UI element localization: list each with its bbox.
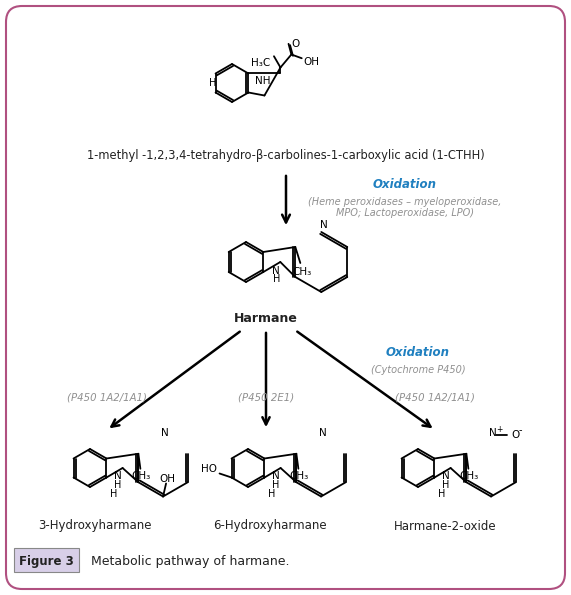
Text: N: N <box>272 471 279 481</box>
Text: H: H <box>209 79 216 89</box>
Text: N: N <box>161 427 169 437</box>
Text: Harmane: Harmane <box>234 312 298 324</box>
Text: Metabolic pathway of harmane.: Metabolic pathway of harmane. <box>83 555 289 568</box>
Text: OH: OH <box>304 57 320 67</box>
Text: N: N <box>319 427 327 437</box>
Text: O: O <box>511 430 519 440</box>
Text: H: H <box>442 480 449 490</box>
Text: Oxidation: Oxidation <box>386 346 450 359</box>
Text: +: + <box>496 425 502 434</box>
Text: (P450 1A2/1A1): (P450 1A2/1A1) <box>67 393 147 403</box>
Text: H: H <box>114 480 121 490</box>
Text: N: N <box>489 427 497 437</box>
Text: CH₃: CH₃ <box>293 267 312 277</box>
Text: 3-Hydroxyharmane: 3-Hydroxyharmane <box>38 519 152 533</box>
Text: H: H <box>272 274 280 284</box>
Text: -: - <box>518 425 521 436</box>
Text: (P450 2E1): (P450 2E1) <box>238 393 294 403</box>
FancyBboxPatch shape <box>14 548 79 572</box>
Text: H: H <box>438 489 445 499</box>
Text: 6-Hydroxyharmane: 6-Hydroxyharmane <box>213 519 327 533</box>
Text: H₃C: H₃C <box>251 58 270 68</box>
Text: (P450 1A2/1A1): (P450 1A2/1A1) <box>395 393 475 403</box>
Text: Figure 3: Figure 3 <box>19 555 74 568</box>
Text: N: N <box>442 471 449 481</box>
Text: OH: OH <box>159 474 175 484</box>
Text: (Heme peroxidases – myeloperoxidase,: (Heme peroxidases – myeloperoxidase, <box>308 197 502 207</box>
Text: H: H <box>268 489 275 499</box>
Text: H: H <box>110 489 117 499</box>
Text: N: N <box>320 220 328 230</box>
Text: (Cytochrome P450): (Cytochrome P450) <box>371 365 465 375</box>
FancyBboxPatch shape <box>6 6 565 589</box>
Text: CH₃: CH₃ <box>289 471 309 481</box>
Text: HO: HO <box>200 465 216 474</box>
Text: Oxidation: Oxidation <box>373 178 437 192</box>
Text: O: O <box>292 39 300 49</box>
Text: N: N <box>272 266 280 276</box>
Text: 1-methyl -1,2,3,4-tetrahydro-β-carbolines-1-carboxylic acid (1-CTHH): 1-methyl -1,2,3,4-tetrahydro-β-carboline… <box>87 149 485 161</box>
Text: H: H <box>272 480 279 490</box>
Text: CH₃: CH₃ <box>132 471 151 481</box>
Text: Harmane-2-oxide: Harmane-2-oxide <box>393 519 496 533</box>
Text: MPO; Lactoperoxidase, LPO): MPO; Lactoperoxidase, LPO) <box>336 208 474 218</box>
Text: NH: NH <box>255 77 270 86</box>
Text: CH₃: CH₃ <box>460 471 479 481</box>
Text: N: N <box>114 471 122 481</box>
